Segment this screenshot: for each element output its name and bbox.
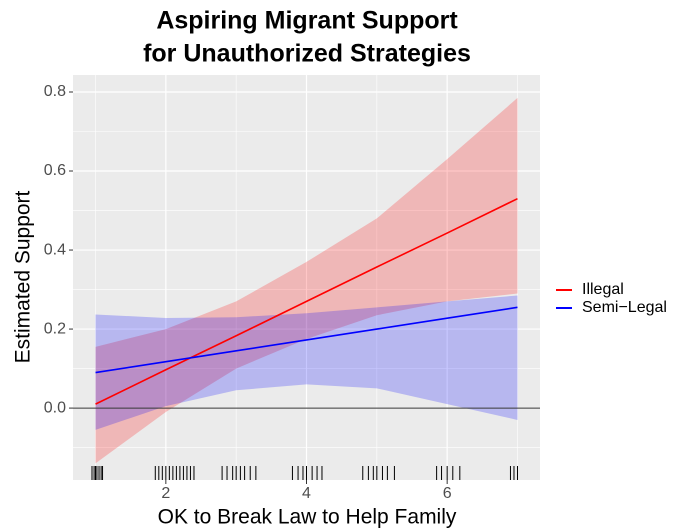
chart-title: for Unauthorized Strategies	[143, 40, 471, 68]
y-tick-label: 0.6	[44, 162, 66, 179]
legend-label: Illegal	[582, 281, 624, 298]
x-axis-title: OK to Break Law to Help Family	[158, 506, 457, 529]
legend-label: Semi−Legal	[582, 299, 667, 316]
x-tick-label: 4	[302, 485, 311, 502]
y-tick-label: 0.0	[44, 399, 66, 416]
y-tick-label: 0.4	[44, 241, 66, 258]
y-axis-title: Estimated Support	[12, 190, 35, 363]
line	[95, 306, 518, 374]
confidence-ribbon	[95, 97, 518, 464]
confidence-ribbon	[95, 295, 518, 430]
chart-title: Aspiring Migrant Support	[156, 7, 458, 35]
x-tick-label: 2	[161, 485, 170, 502]
y-tick-label: 0.2	[44, 320, 66, 337]
y-tick-label: 0.8	[44, 83, 66, 100]
line	[95, 197, 518, 405]
x-tick-label: 6	[443, 485, 452, 502]
